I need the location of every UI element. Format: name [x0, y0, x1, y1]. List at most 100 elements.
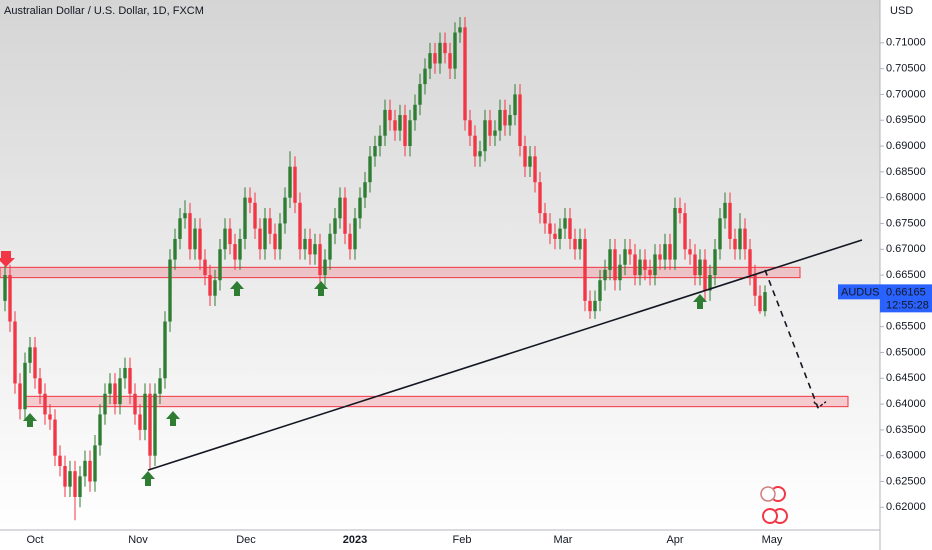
projection-head — [813, 401, 827, 409]
candle-body — [288, 166, 292, 198]
candle-body — [73, 471, 77, 497]
candle-body — [303, 238, 307, 250]
candle-body — [398, 115, 402, 131]
candle-body — [673, 207, 677, 260]
x-tick-label: May — [762, 534, 783, 546]
candle-body — [503, 109, 507, 126]
candle-body — [378, 135, 382, 147]
up-arrow — [141, 471, 155, 486]
candle-body — [608, 249, 612, 270]
y-tick-label: 0.64500 — [886, 372, 926, 384]
candle-body — [173, 238, 177, 260]
candle-body — [308, 238, 312, 255]
up-arrow — [230, 281, 244, 296]
candle-body — [83, 460, 87, 477]
candle-body — [203, 259, 207, 276]
candle-body — [348, 233, 352, 250]
price-badge — [880, 284, 932, 313]
candle-body — [213, 280, 217, 296]
up-arrow — [23, 413, 37, 427]
candle-body — [493, 130, 497, 136]
candle-body — [558, 228, 562, 239]
symbol-badge — [838, 284, 880, 300]
candle-body — [448, 53, 452, 69]
candle-body — [3, 275, 7, 301]
candle-body — [163, 321, 167, 379]
candle-body — [633, 254, 637, 276]
candle-body — [593, 300, 597, 312]
candle-body — [8, 275, 12, 322]
candle-body — [733, 238, 737, 250]
y-tick-label: 0.68000 — [886, 192, 926, 204]
candle-body — [238, 238, 242, 260]
candle-body — [393, 120, 397, 131]
candle-body — [653, 254, 657, 276]
candle-body — [363, 182, 367, 198]
up-arrow — [693, 294, 707, 309]
candle-body — [233, 244, 237, 260]
price-label: 0.66165 — [886, 286, 926, 298]
candle-body — [178, 218, 182, 239]
candle-body — [518, 94, 522, 147]
candle-body — [573, 238, 577, 250]
candle-body — [333, 218, 337, 234]
candle-body — [463, 27, 467, 121]
candle-body — [193, 228, 197, 250]
candle-body — [728, 202, 732, 239]
candle-body — [158, 378, 162, 394]
candle-body — [183, 213, 187, 219]
candle-body — [248, 197, 252, 203]
candle-body — [718, 218, 722, 250]
candle-body — [138, 414, 142, 430]
candle-body — [403, 115, 407, 147]
candle-body — [453, 32, 457, 69]
candle-body — [353, 218, 357, 250]
candle-body — [358, 197, 362, 219]
y-tick-label: 0.62000 — [886, 501, 926, 513]
candle-body — [88, 460, 92, 482]
candle-body — [318, 244, 322, 276]
y-tick-label: 0.67000 — [886, 243, 926, 255]
candle-body — [663, 244, 667, 260]
y-tick-label: 0.70500 — [886, 63, 926, 75]
candle-body — [123, 367, 127, 379]
candle-body — [98, 414, 102, 446]
candle-body — [498, 109, 502, 131]
candle-body — [568, 218, 572, 239]
candle-body — [68, 471, 72, 487]
time-axis — [0, 530, 880, 550]
candle-body — [478, 151, 482, 157]
candle-body — [13, 321, 17, 384]
candle-body — [253, 202, 257, 229]
candle-body — [623, 249, 627, 265]
axis-labels: 0.62000 0.62500 0.63000 0.63500 0.64000 0.645… — [26, 37, 932, 546]
candle-body — [93, 445, 97, 482]
event-icon — [760, 486, 776, 502]
countdown-label: 12:55:28 — [886, 299, 929, 311]
candle-body — [648, 269, 652, 276]
candle-body — [538, 182, 542, 214]
candle-body — [188, 213, 192, 250]
candle-body — [278, 223, 282, 250]
candle-body — [418, 84, 422, 105]
candle-body — [523, 146, 527, 167]
candle-body — [723, 202, 727, 219]
y-tick-label: 0.63000 — [886, 450, 926, 462]
candle-body — [383, 109, 387, 136]
candle-body — [208, 275, 212, 296]
candle-body — [43, 393, 47, 415]
candle-body — [218, 249, 222, 281]
candle-body — [413, 104, 417, 121]
candle-body — [588, 300, 592, 312]
candle-body — [643, 259, 647, 270]
candle-body — [613, 249, 617, 281]
x-tick-label: Nov — [128, 534, 148, 546]
candle-body — [698, 259, 702, 276]
candle-body — [33, 347, 37, 379]
x-tick-label: Feb — [453, 534, 472, 546]
candle-body — [678, 207, 682, 214]
candle-body — [748, 249, 752, 276]
plot-background — [0, 0, 880, 530]
currency-label: USD — [890, 5, 913, 17]
candle-body — [293, 166, 297, 203]
